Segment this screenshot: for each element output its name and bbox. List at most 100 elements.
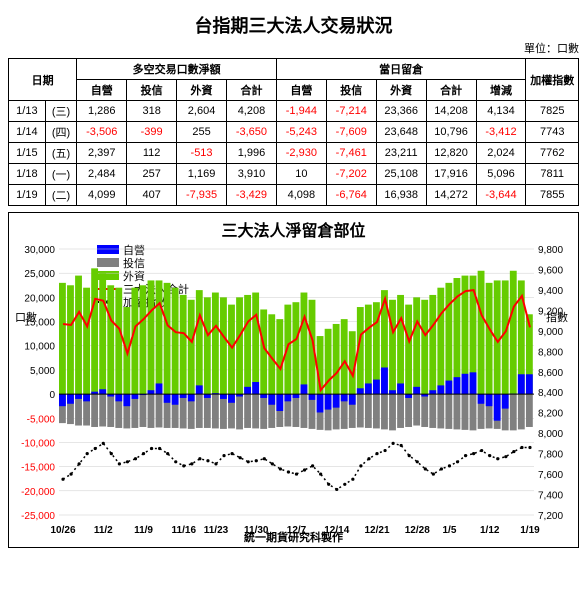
svg-text:10/26: 10/26 (51, 525, 76, 536)
svg-text:投信: 投信 (123, 256, 145, 270)
th-foreign: 外資 (177, 80, 227, 101)
cell: -513 (177, 143, 227, 164)
cell: 16,938 (376, 185, 426, 206)
cell-date: 1/15 (9, 143, 46, 164)
data-table: 日期 多空交易口數淨額 當日留倉 加權指數 自營 投信 外資 合計 自營 投信 … (8, 58, 579, 206)
cell-wd: (一) (45, 164, 77, 185)
cell: 23,648 (376, 122, 426, 143)
th-foreign2: 外資 (376, 80, 426, 101)
cell: -3,412 (476, 122, 526, 143)
th-total: 合計 (227, 80, 277, 101)
cell: -2,930 (276, 143, 326, 164)
svg-text:5,000: 5,000 (30, 366, 55, 377)
unit-label: 單位：口數 (8, 40, 579, 56)
table-row: 1/15(五)2,397112-5131,996-2,930-7,46123,2… (9, 143, 579, 164)
svg-text:12/28: 12/28 (405, 525, 430, 536)
cell: 23,211 (376, 143, 426, 164)
chart-svg: 自營投信外資三大法人合計加權指數口數指數-25,000-20,000-15,00… (11, 243, 576, 543)
cell-idx: 7743 (526, 122, 579, 143)
th-self: 自營 (77, 80, 127, 101)
th-index: 加權指數 (526, 59, 579, 101)
svg-text:-20,000: -20,000 (21, 487, 55, 498)
svg-text:12/21: 12/21 (364, 525, 389, 536)
svg-text:1/5: 1/5 (443, 525, 457, 536)
table-row: 1/14(四)-3,506-399255-3,650-5,243-7,60923… (9, 122, 579, 143)
cell: -7,214 (326, 101, 376, 122)
th-total2: 合計 (426, 80, 476, 101)
svg-text:7,800: 7,800 (538, 450, 563, 461)
svg-text:-5,000: -5,000 (27, 414, 56, 425)
svg-text:9,400: 9,400 (538, 286, 563, 297)
cell: 2,484 (77, 164, 127, 185)
cell: 407 (127, 185, 177, 206)
cell: 5,096 (476, 164, 526, 185)
cell-wd: (五) (45, 143, 77, 164)
svg-text:30,000: 30,000 (24, 245, 55, 256)
th-date: 日期 (9, 59, 77, 101)
table-row: 1/19(二)4,099407-7,935-3,4294,098-6,76416… (9, 185, 579, 206)
cell: -3,506 (77, 122, 127, 143)
cell-date: 1/14 (9, 122, 46, 143)
svg-text:7,200: 7,200 (538, 511, 563, 522)
th-invest: 投信 (127, 80, 177, 101)
cell-wd: (三) (45, 101, 77, 122)
svg-text:0: 0 (49, 390, 55, 401)
cell-idx: 7825 (526, 101, 579, 122)
table-row: 1/13(三)1,2863182,6044,208-1,944-7,21423,… (9, 101, 579, 122)
svg-text:外資: 外資 (123, 270, 145, 283)
cell: 14,208 (426, 101, 476, 122)
cell: 23,366 (376, 101, 426, 122)
cell: -7,461 (326, 143, 376, 164)
cell-idx: 7811 (526, 164, 579, 185)
th-pos-group: 當日留倉 (276, 59, 526, 80)
svg-text:7,600: 7,600 (538, 470, 563, 481)
th-net-group: 多空交易口數淨額 (77, 59, 277, 80)
svg-text:1/12: 1/12 (480, 525, 500, 536)
svg-text:11/2: 11/2 (94, 525, 113, 536)
cell: 12,820 (426, 143, 476, 164)
cell: 257 (127, 164, 177, 185)
svg-text:11/9: 11/9 (134, 525, 153, 536)
svg-text:8,600: 8,600 (538, 368, 563, 379)
cell: -6,764 (326, 185, 376, 206)
cell-date: 1/13 (9, 101, 46, 122)
cell: -7,935 (177, 185, 227, 206)
svg-text:11/23: 11/23 (204, 525, 229, 536)
cell-wd: (二) (45, 185, 77, 206)
table-row: 1/18(一)2,4842571,1693,91010-7,20225,1081… (9, 164, 579, 185)
chart-container: 三大法人淨留倉部位 自營投信外資三大法人合計加權指數口數指數-25,000-20… (8, 212, 579, 548)
svg-text:7,400: 7,400 (538, 491, 563, 502)
cell: 2,024 (476, 143, 526, 164)
cell: 4,208 (227, 101, 277, 122)
svg-text:9,600: 9,600 (538, 265, 563, 276)
cell: -7,609 (326, 122, 376, 143)
table-body: 1/13(三)1,2863182,6044,208-1,944-7,21423,… (9, 101, 579, 206)
cell-date: 1/19 (9, 185, 46, 206)
cell: 2,604 (177, 101, 227, 122)
th-invest2: 投信 (326, 80, 376, 101)
cell: 10,796 (426, 122, 476, 143)
cell: 4,098 (276, 185, 326, 206)
svg-text:-25,000: -25,000 (21, 511, 55, 522)
chart-title: 三大法人淨留倉部位 (11, 217, 576, 241)
svg-text:15,000: 15,000 (24, 318, 55, 329)
svg-text:自營: 自營 (123, 244, 145, 257)
cell-wd: (四) (45, 122, 77, 143)
th-delta: 增減 (476, 80, 526, 101)
cell: -3,650 (227, 122, 277, 143)
cell: 1,169 (177, 164, 227, 185)
svg-text:8,800: 8,800 (538, 347, 563, 358)
cell: -1,944 (276, 101, 326, 122)
cell-idx: 7855 (526, 185, 579, 206)
svg-text:11/16: 11/16 (172, 525, 197, 536)
cell: 17,916 (426, 164, 476, 185)
cell: -7,202 (326, 164, 376, 185)
svg-text:-15,000: -15,000 (21, 463, 55, 474)
svg-text:9,000: 9,000 (538, 327, 563, 338)
cell: 4,099 (77, 185, 127, 206)
cell: 1,286 (77, 101, 127, 122)
cell: 318 (127, 101, 177, 122)
cell: 25,108 (376, 164, 426, 185)
svg-text:-10,000: -10,000 (21, 438, 55, 449)
cell: 255 (177, 122, 227, 143)
